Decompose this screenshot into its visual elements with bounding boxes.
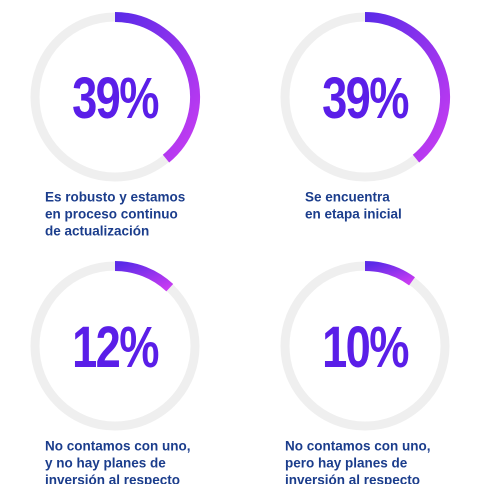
caption-line: Es robusto y estamos	[45, 190, 185, 205]
gauge-arc	[114, 261, 174, 292]
gauge-arc	[364, 261, 415, 286]
caption-line: pero hay planes de	[285, 456, 408, 471]
caption-line: No contamos con uno,	[45, 439, 191, 454]
caption-line: inversión al respecto	[45, 473, 180, 484]
caption-line: en etapa inicial	[305, 207, 402, 222]
caption-line: y no hay planes de	[45, 456, 166, 471]
caption-line: No contamos con uno,	[285, 439, 431, 454]
gauge-value: 10%	[322, 316, 408, 381]
gauge-arc	[364, 12, 450, 163]
gauge-value: 39%	[322, 67, 408, 132]
gauge-value: 39%	[72, 67, 158, 132]
caption-line: de actualización	[45, 224, 149, 239]
caption-line: inversión al respecto	[285, 473, 420, 484]
caption-line: en proceso continuo	[45, 207, 178, 222]
gauge-value: 12%	[72, 316, 158, 381]
caption-line: Se encuentra	[305, 190, 390, 205]
gauge-arc	[114, 12, 200, 163]
